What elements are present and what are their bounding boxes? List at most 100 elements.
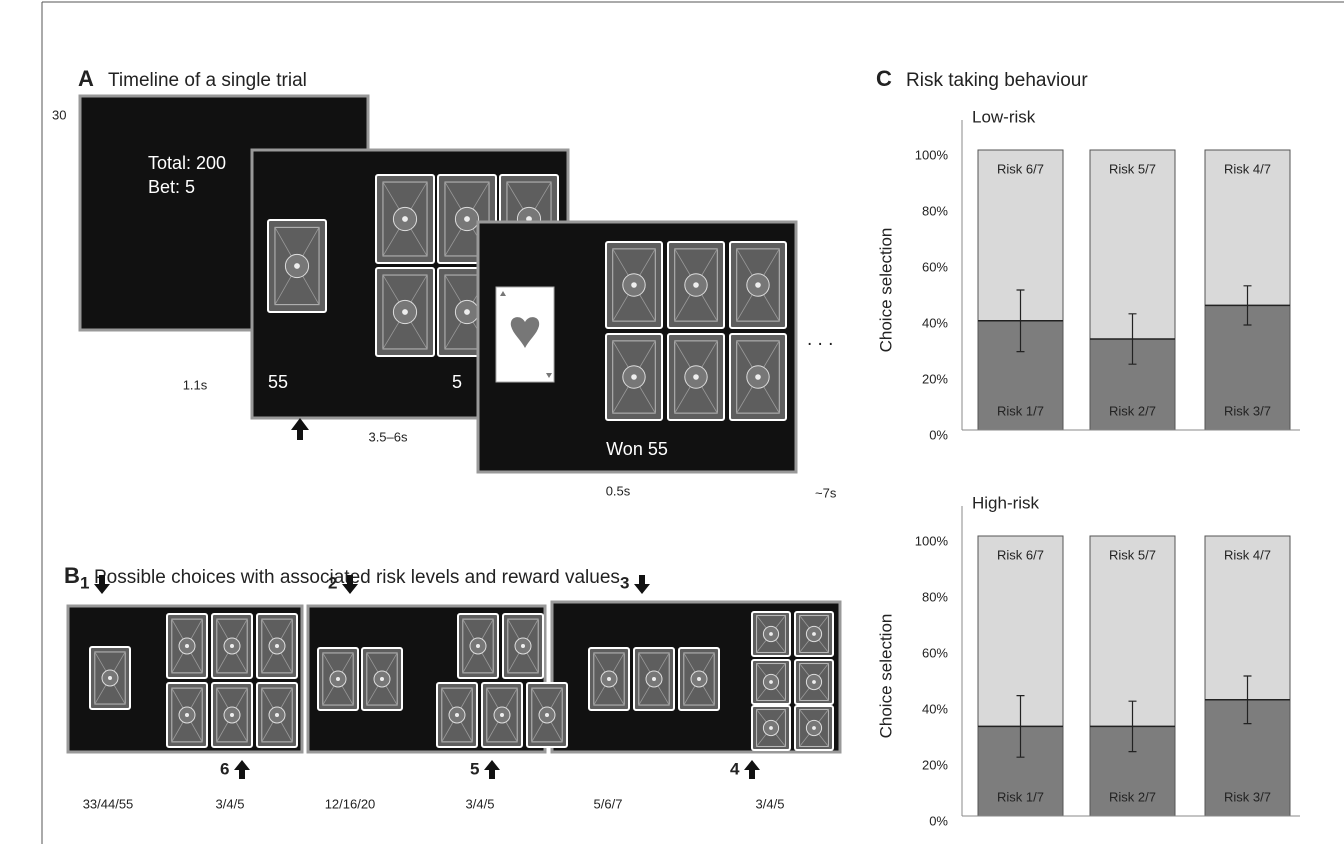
card-back [751,705,791,751]
error-bar [1016,695,1025,758]
card-center [631,282,637,288]
error-bar [1243,285,1252,326]
card-center [812,680,816,684]
segment-label: Risk 1/7 [997,403,1044,418]
card-back [89,646,131,710]
y-tick-label: 60% [922,259,948,274]
segment-label: Risk 3/7 [1224,403,1271,418]
y-tick-label: 20% [922,371,948,386]
card-frame [683,652,715,706]
card-center [230,644,234,648]
segment-label: Risk 1/7 [997,789,1044,804]
card-center [336,677,340,681]
segment-label: Risk 2/7 [1109,403,1156,418]
y-tick-label: 0% [929,813,948,828]
card-frame [756,615,786,653]
card-frame [756,663,786,701]
card-frame [799,709,829,747]
card-back [457,613,499,679]
continuation: . . . [807,329,833,350]
panel-title: Risk taking behaviour [906,70,1088,91]
reward-values: 33/44/55 [83,796,134,811]
card-center [812,726,816,730]
segment-label: Risk 4/7 [1224,161,1271,176]
charts: Low-risk Choice selection 0% 20% 40% 60% 80% 10… [876,107,1300,828]
card-center [755,374,761,380]
card-center [402,216,408,222]
cards [89,611,834,751]
card-center [294,263,300,269]
segment-label: Risk 4/7 [1224,547,1271,562]
card-frame [674,248,718,322]
y-tick-label: 40% [922,701,948,716]
bar-segment [1089,535,1176,727]
card-center [185,713,189,717]
stray-label: 30 [52,107,66,122]
card-back [211,613,253,679]
card-back [211,682,253,748]
card-back [375,267,435,357]
card-frame [382,181,428,257]
card-center [230,713,234,717]
card-frame [322,652,354,706]
card-center [275,713,279,717]
card-frame [441,687,473,743]
card-back [794,705,834,751]
screen-text: Bet: 5 [148,177,195,197]
card-center [631,374,637,380]
y-tick-label: 100% [915,533,949,548]
segment-label: Risk 6/7 [997,161,1044,176]
card-frame [736,340,780,414]
error-bar [1016,289,1025,353]
arrow-up [291,418,309,440]
screen-text: Won 55 [606,439,668,459]
segment-label: Risk 5/7 [1109,547,1156,562]
card-frame [171,618,203,674]
error-bar [1128,700,1137,753]
choice-number: 6 [220,759,229,778]
card-frame [486,687,518,743]
card-back [502,613,544,679]
card-back [317,647,359,711]
duration: 0.5s [606,483,631,498]
choice-number: 1 [80,573,89,592]
card-frame [593,652,625,706]
reward-values: 12/16/20 [325,796,376,811]
card-frame [216,687,248,743]
y-tick-label: 40% [922,315,948,330]
y-tick-label: 60% [922,645,948,660]
card-center [607,677,611,681]
segment-label: Risk 6/7 [997,547,1044,562]
error-bar [1128,313,1137,365]
y-tick-label: 100% [915,147,949,162]
card-frame [638,652,670,706]
card-center [500,713,504,717]
card-center [693,374,699,380]
card-back [729,241,787,329]
card-frame [366,652,398,706]
card-frame [507,618,539,674]
card-back [751,659,791,705]
card-back [794,659,834,705]
choice-number: 3 [620,573,629,592]
card-center [526,216,532,222]
card-frame [274,226,320,306]
reward-values: 5/6/7 [594,796,623,811]
segment-label: Risk 2/7 [1109,789,1156,804]
card-frame [94,651,126,705]
card-center [464,216,470,222]
card-center [693,282,699,288]
card-center [769,632,773,636]
card-center [769,726,773,730]
screen-text: Total: 200 [148,153,226,173]
card-back [751,611,791,657]
card-center [185,644,189,648]
card-center [380,677,384,681]
card-frame [382,274,428,350]
card-back [667,333,725,421]
card-back [256,613,298,679]
panel-title: Possible choices with associated risk le… [94,567,620,588]
chart-title: High-risk [972,493,1040,512]
duration: 1.1s [183,377,208,392]
y-axis-label: Choice selection [876,228,895,353]
